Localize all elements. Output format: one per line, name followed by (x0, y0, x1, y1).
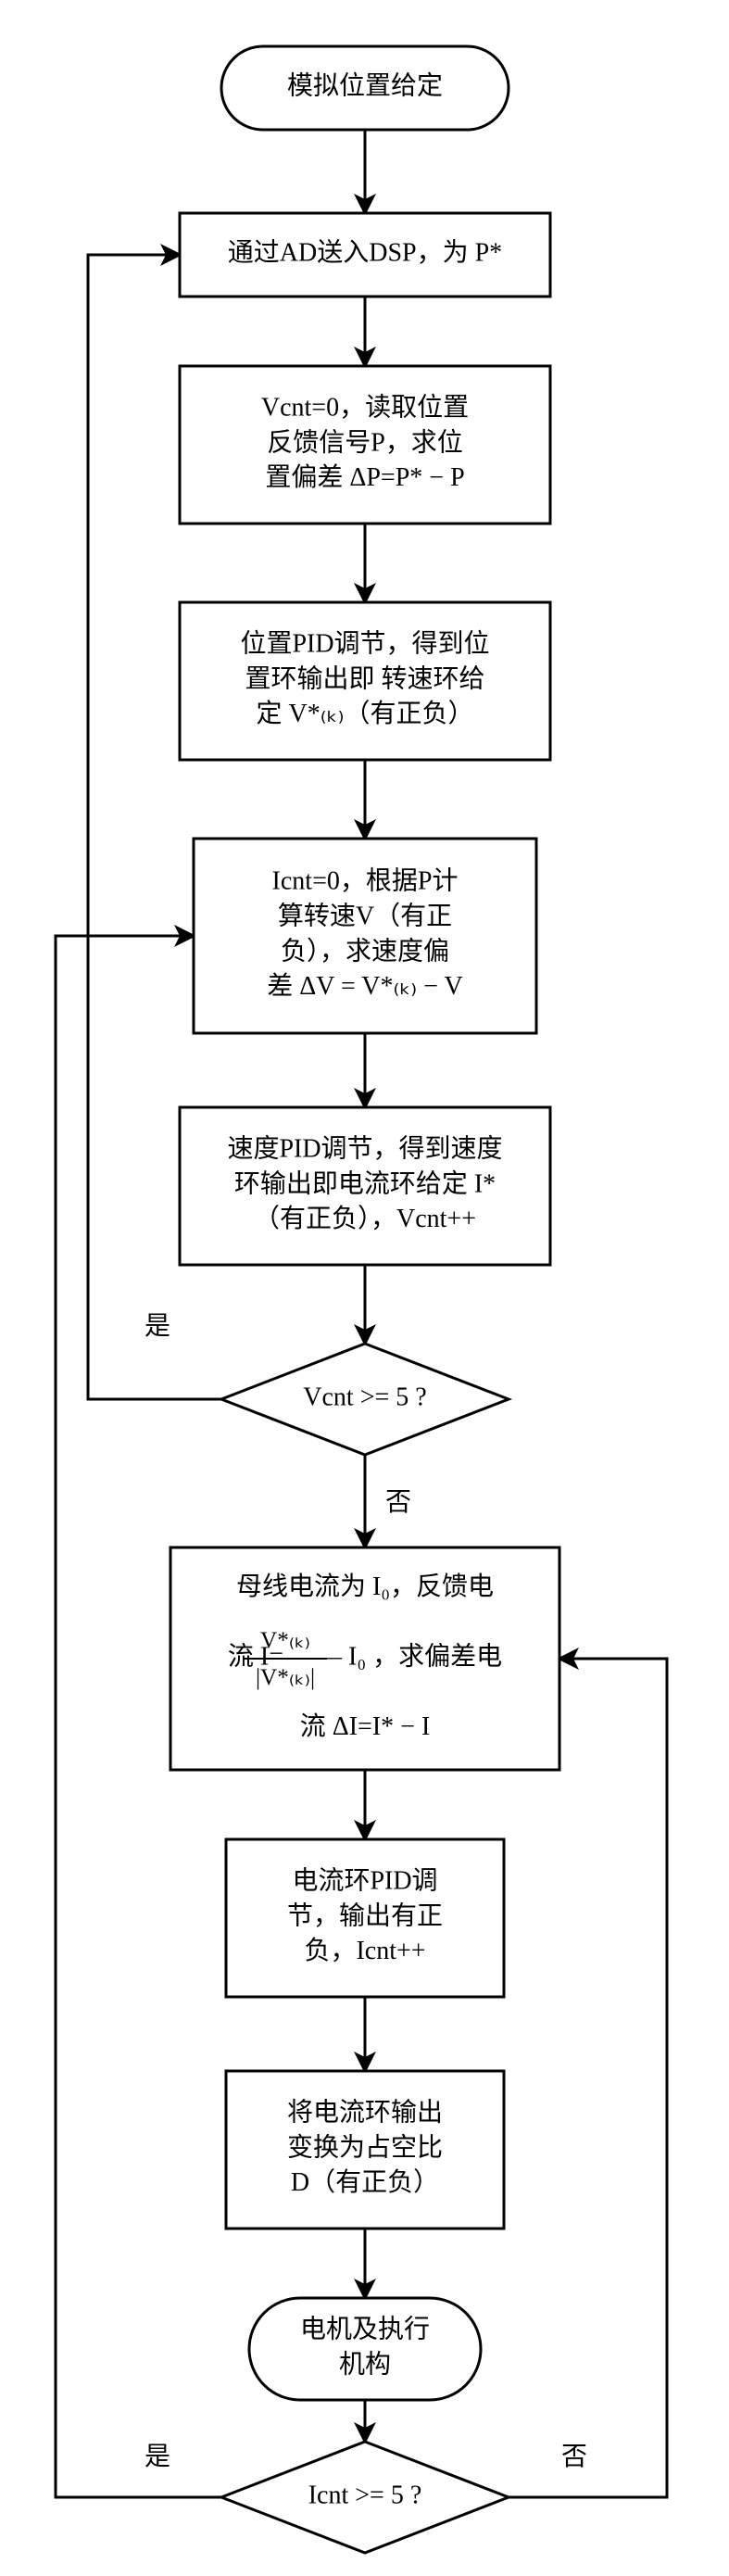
flow-node: 通过AD送入DSP，为 P* (180, 213, 550, 297)
svg-text:将电流环输出: 将电流环输出 (287, 2098, 443, 2128)
svg-text:位置PID调节，得到位: 位置PID调节，得到位 (240, 629, 489, 659)
svg-text:Icnt >= 5 ?: Icnt >= 5 ? (308, 2481, 422, 2509)
svg-text:环输出即电流环给定 I*: 环输出即电流环给定 I* (234, 1168, 496, 1198)
flow-node: 速度PID调节，得到速度环输出即电流环给定 I* （有正负），Vcnt++ (180, 1107, 550, 1265)
svg-text:反馈信号P，求位: 反馈信号P，求位 (267, 427, 463, 457)
svg-text:通过AD送入DSP，为 P*: 通过AD送入DSP，为 P* (228, 237, 502, 267)
svg-text:置偏差 ΔP=P* − P: 置偏差 ΔP=P* − P (265, 462, 464, 492)
svg-text:Vcnt >= 5 ?: Vcnt >= 5 ? (303, 1383, 426, 1411)
flow-node: 电机及执行机构 (249, 2298, 481, 2400)
svg-text:节，输出有正: 节，输出有正 (287, 1900, 443, 1930)
flow-node: 电流环PID调节，输出有正负，Icnt++ (226, 1839, 504, 1997)
svg-text:差 ΔV = V*₍ₖ₎ − V: 差 ΔV = V*₍ₖ₎ − V (267, 971, 462, 1001)
svg-text:负，Icnt++: 负，Icnt++ (304, 1936, 425, 1965)
svg-text:否: 否 (385, 1488, 411, 1517)
svg-text:D（有正负）: D（有正负） (291, 2167, 439, 2197)
svg-text:速度PID调节，得到速度: 速度PID调节，得到速度 (227, 1134, 502, 1164)
flow-edge: 否 (365, 1455, 411, 1547)
flow-edge: 否 (509, 1659, 667, 2497)
svg-text:负），求速度偏: 负），求速度偏 (281, 936, 449, 966)
flow-node: 位置PID调节，得到位置环输出即 转速环给定 V*₍ₖ₎（有正负） (180, 602, 550, 760)
flow-node: Vcnt=0，读取位置反馈信号P，求位置偏差 ΔP=P* − P (180, 366, 550, 524)
flowchart-canvas: 否是是否模拟位置给定通过AD送入DSP，为 P*Vcnt=0，读取位置反馈信号P… (0, 0, 729, 2576)
svg-text:是: 是 (145, 2443, 170, 2471)
svg-text:定 V*₍ₖ₎（有正负）: 定 V*₍ₖ₎（有正负） (257, 699, 474, 728)
svg-text:是: 是 (145, 1312, 170, 1341)
svg-text:变换为占空比: 变换为占空比 (287, 2132, 443, 2162)
svg-text:否: 否 (561, 2443, 587, 2471)
svg-text:模拟位置给定: 模拟位置给定 (287, 70, 443, 100)
svg-text:算转速V（有正: 算转速V（有正 (278, 902, 452, 931)
flow-node: 将电流环输出变换为占空比 D（有正负） (226, 2071, 504, 2229)
flow-node: 母线电流为 I₀，反馈电流 I= —— I₀ ，求偏差电流 ΔI=I* − IV… (170, 1547, 559, 1770)
svg-text:|V*₍ₖ₎|: |V*₍ₖ₎| (256, 1665, 315, 1690)
svg-text:机构: 机构 (339, 2349, 391, 2379)
svg-text:Icnt=0，根据P计: Icnt=0，根据P计 (272, 866, 459, 896)
svg-text:电机及执行: 电机及执行 (300, 2315, 430, 2344)
svg-text:Vcnt=0，读取位置: Vcnt=0，读取位置 (261, 393, 469, 423)
svg-text:母线电流为 I₀，反馈电: 母线电流为 I₀，反馈电 (236, 1572, 494, 1601)
svg-text:流 ΔI=I* − I: 流 ΔI=I* − I (300, 1711, 431, 1741)
flow-node: Icnt >= 5 ? (221, 2442, 509, 2553)
svg-text:（有正负），Vcnt++: （有正负），Vcnt++ (254, 1204, 476, 1233)
svg-text:置环输出即 转速环给: 置环输出即 转速环给 (245, 663, 484, 693)
svg-text:电流环PID调: 电流环PID调 (292, 1866, 437, 1896)
flow-node: Vcnt >= 5 ? (221, 1344, 509, 1455)
flow-node: 模拟位置给定 (221, 46, 509, 130)
flow-node: Icnt=0，根据P计算转速V（有正负），求速度偏差 ΔV = V*₍ₖ₎ − … (194, 839, 536, 1033)
svg-text:V*₍ₖ₎: V*₍ₖ₎ (260, 1628, 310, 1653)
